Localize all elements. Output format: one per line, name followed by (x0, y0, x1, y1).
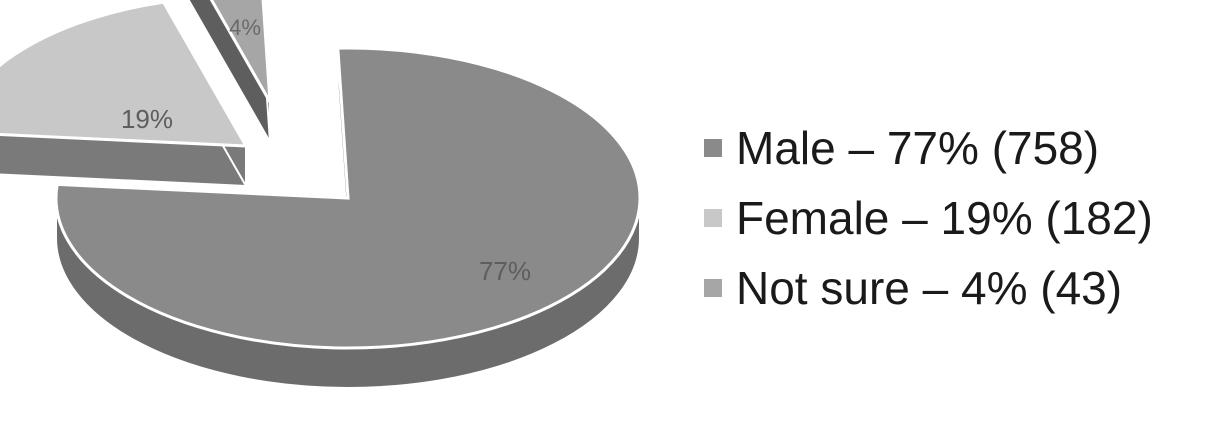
legend-swatch-not-sure (704, 279, 722, 297)
data-label-not-sure: 4% (229, 15, 261, 40)
pie-slice-top-female (0, 0, 249, 148)
data-label-male: 77% (479, 256, 531, 286)
pie-slice-top-male (54, 46, 642, 350)
legend-label-male: Male – 77% (758) (736, 122, 1099, 174)
legend-swatch-male (704, 139, 722, 157)
pie-slice-top-not-sure (209, 0, 272, 103)
legend-label-female: Female – 19% (182) (736, 192, 1153, 244)
legend-swatch-female (704, 209, 722, 227)
data-label-female: 19% (121, 104, 173, 134)
legend-label-not-sure: Not sure – 4% (43) (736, 262, 1122, 314)
